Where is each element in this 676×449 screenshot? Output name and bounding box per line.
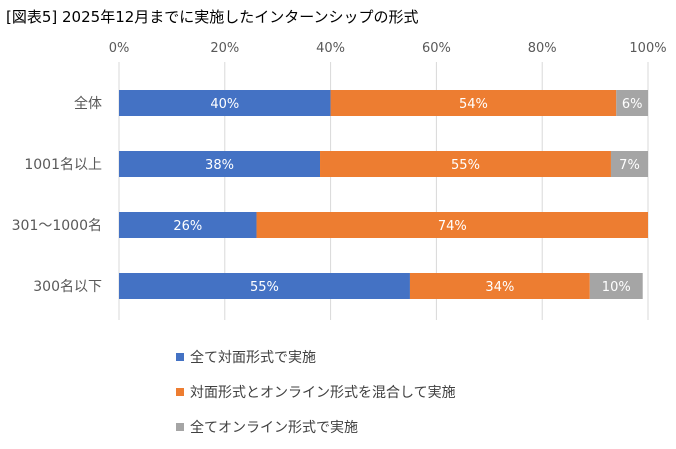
- bar-segment: [409, 273, 590, 299]
- data-label: 6%: [622, 97, 643, 112]
- legend-swatch: [176, 353, 184, 361]
- data-label: 74%: [438, 219, 467, 234]
- data-label: 55%: [451, 158, 480, 173]
- bar-segment: [119, 273, 410, 299]
- x-tick-label: 20%: [210, 41, 239, 56]
- legend-item: 全てオンライン形式で実施: [176, 414, 456, 440]
- bar-segment: [256, 212, 648, 238]
- x-tick-label: 80%: [528, 41, 557, 56]
- legend-swatch: [176, 388, 184, 396]
- data-label: 40%: [210, 97, 239, 112]
- data-label: 34%: [485, 280, 514, 295]
- legend-label: 対面形式とオンライン形式を混合して実施: [190, 385, 456, 401]
- bar-segment: [330, 90, 617, 116]
- bar-segment: [119, 151, 321, 177]
- legend-item: 対面形式とオンライン形式を混合して実施: [176, 379, 456, 405]
- data-label: 54%: [459, 97, 488, 112]
- category-label: 1001名以上: [24, 157, 102, 173]
- legend-label: 全て対面形式で実施: [190, 350, 316, 366]
- chart-title: [図表5] 2025年12月までに実施したインターンシップの形式: [6, 8, 419, 26]
- category-label: 全体: [74, 95, 102, 112]
- data-label: 10%: [602, 280, 631, 295]
- legend-label: 全てオンライン形式で実施: [190, 420, 358, 436]
- bar-segment: [320, 151, 611, 177]
- bar-segment: [616, 90, 648, 116]
- legend-swatch: [176, 423, 184, 431]
- bar-segment: [610, 151, 648, 177]
- legend-item: 全て対面形式で実施: [176, 344, 456, 370]
- x-tick-label: 40%: [316, 41, 345, 56]
- data-label: 55%: [250, 280, 279, 295]
- bar-segment: [119, 90, 331, 116]
- data-label: 7%: [619, 158, 640, 173]
- x-tick-label: 60%: [422, 41, 451, 56]
- category-label: 301～1000名: [12, 218, 102, 234]
- x-tick-label: 100%: [629, 41, 666, 56]
- data-label: 26%: [173, 219, 202, 234]
- data-label: 38%: [205, 158, 234, 173]
- bar-segment: [589, 273, 643, 299]
- x-tick-label: 0%: [109, 41, 130, 56]
- chart-legend: 全て対面形式で実施対面形式とオンライン形式を混合して実施 全てオンライン形式で実施: [176, 344, 456, 449]
- bar-segment: [119, 212, 257, 238]
- category-label: 300名以下: [33, 279, 102, 295]
